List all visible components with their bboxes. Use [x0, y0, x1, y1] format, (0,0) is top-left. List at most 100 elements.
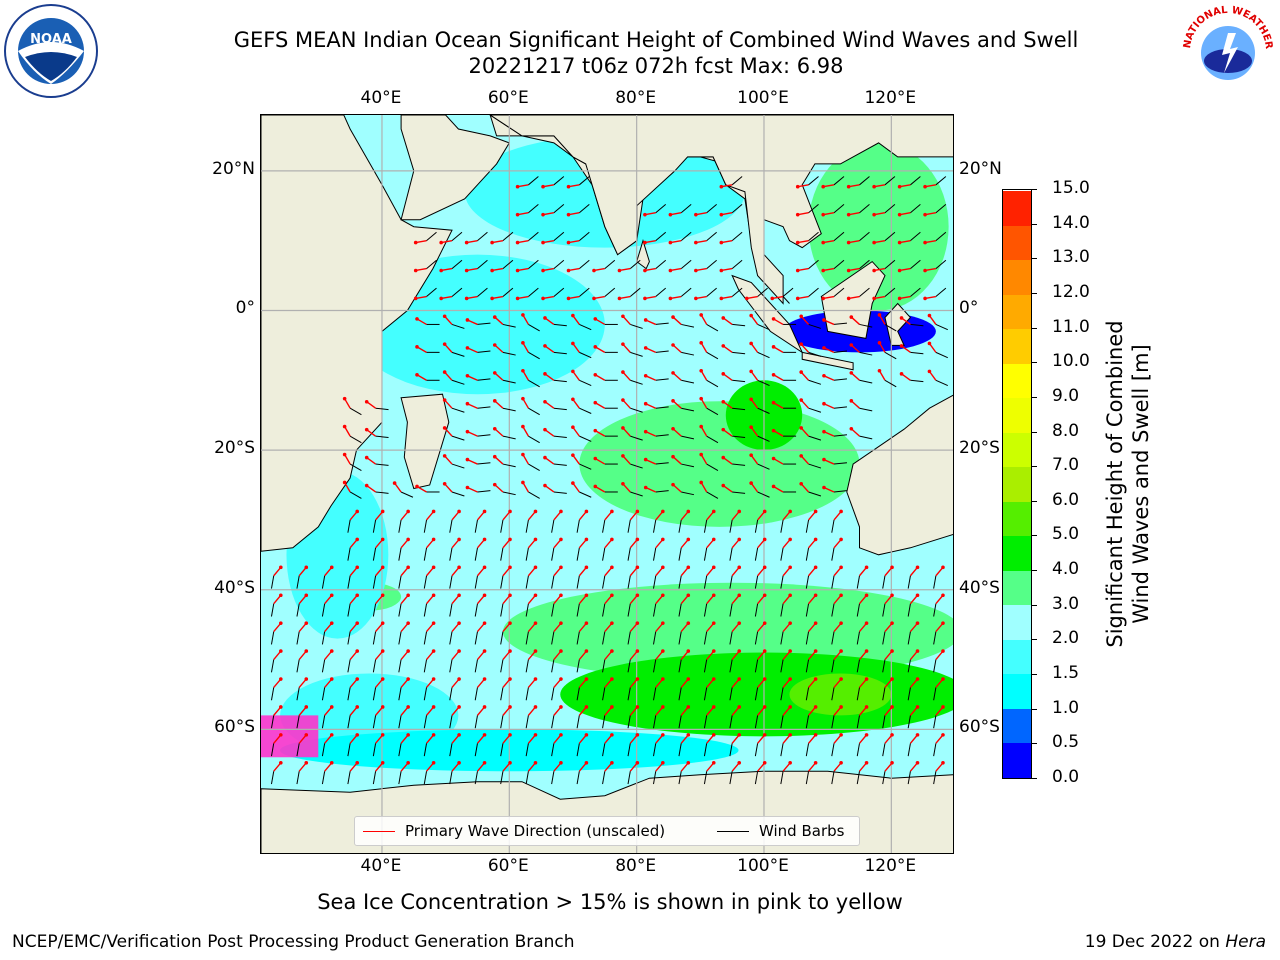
wave-arrow-head	[584, 537, 589, 542]
wave-direction-arrow	[700, 342, 708, 353]
wind-barb	[502, 351, 516, 356]
wave-arrow-head	[406, 537, 410, 542]
wave-arrow-head	[584, 733, 589, 737]
colorbar-tick-label: 5.0	[1052, 524, 1080, 545]
wave-arrow-head	[849, 371, 854, 375]
wind-barb	[500, 687, 504, 701]
wave-direction-arrow	[750, 370, 759, 381]
wind-barb	[296, 575, 300, 589]
wave-arrow-head	[643, 268, 647, 273]
wave-direction-arrow	[909, 594, 919, 605]
wave-direction-arrow	[527, 706, 537, 716]
wave-arrow-head	[923, 212, 927, 217]
wave-direction-arrow	[622, 399, 631, 409]
wave-arrow-head	[686, 649, 691, 653]
wave-arrow-head	[593, 317, 598, 321]
colorbar-tick	[1031, 223, 1037, 225]
wind-barb	[602, 575, 606, 589]
wind-barb	[884, 203, 896, 214]
wave-arrow-head	[872, 296, 876, 301]
wave-arrow-head	[329, 677, 334, 681]
wind-barb	[627, 715, 631, 729]
wave-arrow-head	[661, 593, 665, 598]
wave-direction-arrow	[572, 482, 580, 493]
wave-arrow-head	[762, 733, 767, 737]
wave-arrow-head	[686, 677, 691, 681]
lon-tick-bottom: 40°E	[360, 856, 402, 876]
wave-arrow-head	[439, 240, 443, 245]
wave-direction-arrow	[808, 734, 817, 744]
wind-barb	[856, 771, 860, 785]
wave-direction-arrow	[731, 538, 740, 549]
wave-arrow-head	[508, 705, 512, 709]
wave-direction-arrow	[672, 372, 682, 381]
wave-direction-arrow	[655, 734, 664, 744]
wave-arrow-head	[533, 565, 538, 570]
wind-barb	[474, 519, 478, 533]
wind-barb	[502, 491, 516, 496]
wave-arrow-head	[355, 733, 360, 737]
wave-arrow-head	[492, 315, 497, 319]
wave-arrow-head	[771, 317, 776, 321]
wave-arrow-head	[304, 593, 309, 598]
wave-direction-arrow	[924, 295, 937, 300]
wave-arrow-head	[643, 374, 648, 378]
wave-direction-arrow	[750, 343, 759, 353]
colorbar-tick	[1031, 327, 1037, 329]
wave-direction-arrow	[808, 511, 817, 521]
wind-barb	[653, 631, 657, 645]
wind-barb	[757, 379, 770, 387]
wave-direction-arrow	[476, 706, 486, 716]
wind-barb	[528, 203, 539, 214]
wave-direction-arrow	[782, 678, 791, 688]
wave-arrow-head	[355, 649, 360, 653]
wave-arrow-head	[490, 296, 494, 301]
wave-arrow-head	[482, 733, 487, 737]
wind-barb	[882, 603, 886, 617]
wave-direction-arrow	[324, 566, 333, 577]
wind-barb	[831, 743, 835, 757]
wave-direction-arrow	[324, 706, 333, 716]
wave-arrow-head	[457, 565, 461, 570]
wind-barb	[321, 631, 326, 645]
wave-arrow-head	[380, 705, 385, 709]
wave-arrow-head	[543, 483, 547, 488]
wave-arrow-head	[635, 593, 640, 598]
wave-arrow-head	[304, 760, 309, 765]
wave-direction-arrow	[298, 622, 307, 633]
wind-barb	[907, 631, 911, 645]
wind-barb	[678, 771, 682, 785]
wave-direction-arrow	[426, 622, 435, 633]
wind-barb	[500, 659, 504, 673]
wave-direction-arrow	[833, 762, 842, 772]
wind-barb	[553, 231, 565, 242]
wave-arrow-head	[846, 240, 851, 245]
wind-barb	[398, 603, 402, 617]
wave-direction-arrow	[655, 566, 664, 577]
wind-barb	[553, 203, 565, 214]
wind-barb	[528, 463, 540, 471]
wave-arrow-head	[465, 346, 470, 350]
wave-arrow-head	[771, 372, 776, 377]
wind-barb	[910, 351, 924, 355]
wind-barb	[655, 350, 669, 353]
wind-barb	[808, 379, 822, 385]
wave-direction-arrow	[466, 295, 478, 300]
wind-barb	[449, 743, 453, 757]
wind-barb	[296, 771, 300, 785]
wave-direction-arrow	[604, 594, 613, 605]
wave-arrow-head	[686, 621, 691, 625]
wind-barb	[680, 203, 692, 214]
wind-barb	[474, 575, 478, 589]
wave-direction-arrow	[808, 538, 817, 549]
wave-direction-arrow	[349, 678, 358, 688]
wave-direction-arrow	[553, 650, 562, 660]
wave-direction-arrow	[594, 402, 606, 409]
wave-direction-arrow	[823, 403, 835, 409]
wave-arrow-head	[661, 705, 665, 709]
wave-direction-arrow	[808, 706, 817, 716]
wave-direction-arrow	[467, 458, 478, 465]
wave-direction-arrow	[349, 622, 358, 633]
wind-barb	[604, 287, 616, 297]
wave-arrow-head	[457, 733, 461, 737]
